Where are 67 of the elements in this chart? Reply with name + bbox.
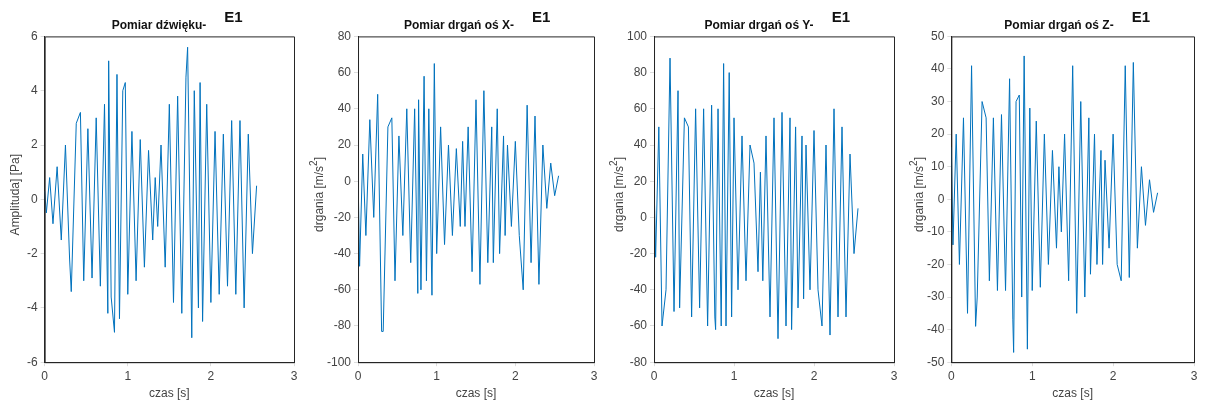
y-tick-label: 60 <box>633 101 648 116</box>
x-tick-label: 2 <box>512 368 519 383</box>
y-tick-label: 50 <box>930 28 945 43</box>
x-tick-label: 2 <box>207 368 215 383</box>
y-tick-label: -60 <box>333 282 352 297</box>
y-tick-label: 2 <box>30 137 38 152</box>
x-axis-title: czas [s] <box>148 386 190 401</box>
y-tick-label: -20 <box>333 209 352 224</box>
y-tick-label: 20 <box>930 126 945 141</box>
y-tick-label: 80 <box>633 64 648 79</box>
y-tick-label: -6 <box>27 354 38 369</box>
y-tick-label: -40 <box>629 282 648 297</box>
y-tick-label: -20 <box>927 256 945 271</box>
chart-title: Pomiar drgań oś Z- <box>1004 17 1114 32</box>
x-tick-label: 1 <box>730 368 738 383</box>
chart-title: Pomiar drgań oś Y- <box>704 17 814 32</box>
y-tick-label: 40 <box>930 61 945 76</box>
y-tick-label: 60 <box>337 64 352 79</box>
text: E1 <box>532 7 551 25</box>
text: E1 <box>224 7 243 25</box>
x-tick-label: 2 <box>1109 368 1117 383</box>
text: E1 <box>1131 7 1151 25</box>
y-tick-label: 100 <box>626 28 648 43</box>
y-tick-label: 4 <box>30 83 38 98</box>
x-tick-label: 2 <box>810 368 818 383</box>
x-axis-title: czas [s] <box>455 386 497 401</box>
x-tick-label: 0 <box>354 368 362 383</box>
y-tick-label: 10 <box>930 159 945 174</box>
y-tick-label: -40 <box>927 321 945 336</box>
y-tick-label: -2 <box>27 245 38 260</box>
x-axis-title: czas [s] <box>1052 386 1094 401</box>
y-tick-label: 20 <box>337 137 352 152</box>
y-tick-label: -40 <box>333 245 352 260</box>
y-tick-label: 80 <box>337 28 352 43</box>
y-tick-label: 0 <box>30 191 38 206</box>
x-tick-label: 3 <box>890 368 898 383</box>
y-axis-title: Amplituda] [Pa] <box>8 153 23 236</box>
y-tick-label: 40 <box>337 101 352 116</box>
y-tick-label: -80 <box>333 318 352 333</box>
y-tick-label: -80 <box>629 354 648 369</box>
y-tick-label: 0 <box>344 173 352 188</box>
y-tick-label: 30 <box>930 93 945 108</box>
y-tick-label: 0 <box>640 209 648 224</box>
chart-title: Pomiar dźwięku- <box>111 17 207 32</box>
y-tick-label: -20 <box>629 245 648 260</box>
x-tick-label: 3 <box>590 368 598 383</box>
y-tick-label: 40 <box>633 137 648 152</box>
x-tick-label: 0 <box>650 368 658 383</box>
y-tick-label: 0 <box>937 191 945 206</box>
y-tick-label: -4 <box>27 300 38 315</box>
x-tick-label: 1 <box>1028 368 1036 383</box>
x-tick-label: 0 <box>41 368 49 383</box>
y-tick-label: 20 <box>633 173 648 188</box>
x-tick-label: 3 <box>1190 368 1198 383</box>
y-tick-label: 6 <box>30 28 38 43</box>
x-tick-label: 3 <box>290 368 298 383</box>
x-tick-label: 0 <box>948 368 955 383</box>
chart-title: Pomiar drgań oś X- <box>403 17 515 32</box>
x-axis-title: czas [s] <box>753 386 795 401</box>
y-tick-label: -10 <box>927 224 945 239</box>
y-tick-label: -50 <box>927 354 945 369</box>
text: E1 <box>831 7 851 25</box>
x-tick-label: 1 <box>433 368 441 383</box>
y-tick-label: -30 <box>927 289 945 304</box>
y-tick-label: -60 <box>629 318 648 333</box>
x-tick-label: 1 <box>124 368 132 383</box>
y-tick-label: -100 <box>326 354 352 369</box>
